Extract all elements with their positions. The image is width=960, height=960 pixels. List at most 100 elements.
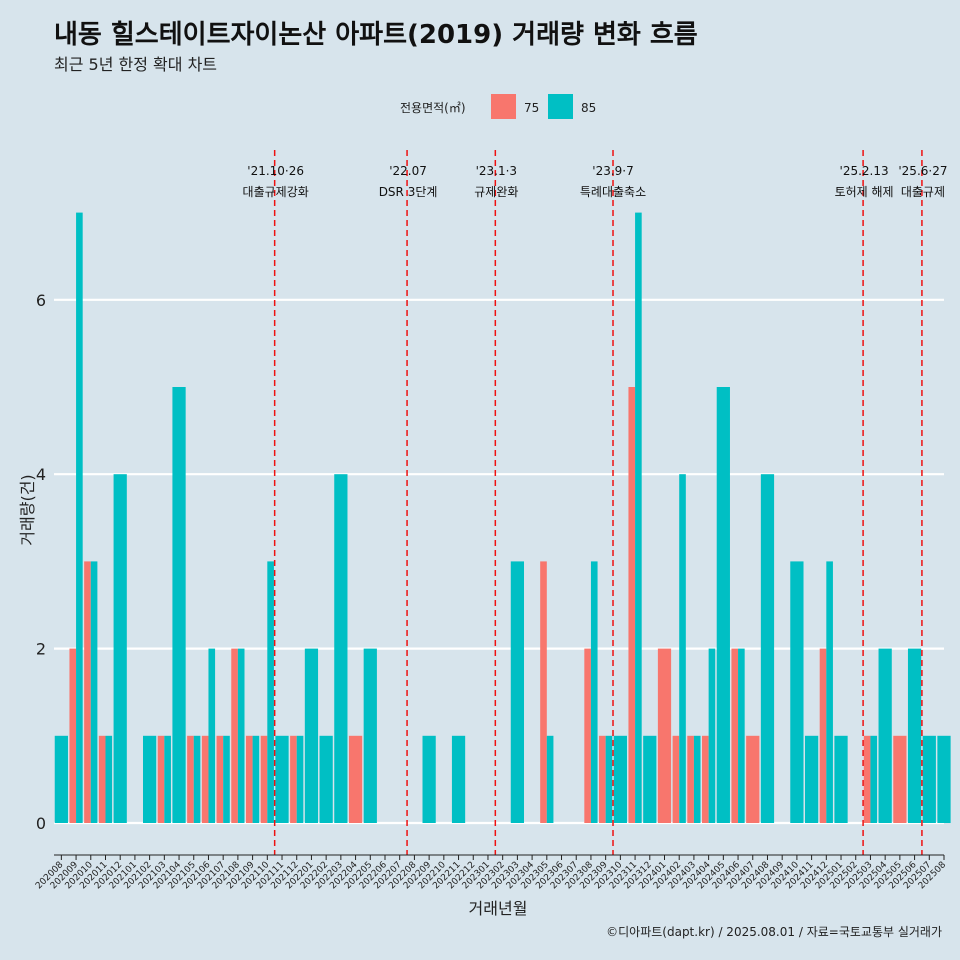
bar-85	[716, 387, 730, 823]
bar-75	[599, 735, 606, 823]
bar-75	[245, 735, 253, 823]
bar-85	[193, 735, 201, 823]
event-date: '21.10·26	[247, 164, 304, 178]
bar-85	[143, 735, 157, 823]
bar-75	[348, 735, 363, 823]
legend-swatch-85	[548, 94, 573, 119]
event-lines	[273, 150, 923, 855]
bar-85	[319, 735, 333, 823]
y-tick-label: 4	[36, 465, 46, 484]
bar-75	[540, 561, 547, 823]
bar-85	[113, 474, 127, 823]
event-label: 규제완화	[474, 185, 518, 199]
y-axis-title: 거래량(건)	[18, 474, 37, 545]
bar-85	[870, 735, 878, 823]
bar-85	[172, 387, 186, 823]
bar-85	[252, 735, 260, 823]
bar-85	[208, 648, 216, 823]
legend-label-85: 85	[581, 101, 596, 115]
legend: 전용면적(㎡) 75 85	[400, 94, 596, 119]
bars	[54, 212, 951, 824]
bar-75	[893, 735, 907, 823]
bar-85	[878, 648, 892, 823]
event-label: 토허제 해제	[835, 185, 894, 199]
bar-75	[702, 735, 709, 823]
bar-75	[201, 735, 209, 823]
bar-85	[76, 212, 83, 824]
bar-85	[546, 735, 554, 823]
bar-85	[267, 561, 274, 823]
event-date: '22.07	[389, 164, 427, 178]
bar-75	[260, 735, 268, 823]
event-date: '25.6·27	[898, 164, 947, 178]
bar-85	[907, 648, 922, 823]
bar-85	[922, 735, 936, 823]
bar-85	[105, 735, 113, 823]
bar-85	[275, 735, 289, 823]
y-axis: 0 2 4 6	[36, 291, 46, 833]
bar-85	[223, 735, 230, 823]
event-date: '23.9·7	[592, 164, 633, 178]
bar-75	[746, 735, 760, 823]
bar-85	[54, 735, 68, 823]
bar-85	[590, 561, 598, 823]
bar-75	[687, 735, 694, 823]
bar-75	[657, 648, 672, 823]
bar-85	[605, 735, 613, 823]
legend-title: 전용면적(㎡)	[400, 101, 466, 115]
bar-75	[819, 648, 827, 823]
event-date: '23.1·3	[476, 164, 517, 178]
event-label: 대출규제	[901, 185, 945, 199]
bar-85	[164, 735, 171, 823]
bar-75	[584, 648, 591, 823]
bar-85	[237, 648, 245, 823]
bar-85	[937, 735, 951, 823]
legend-swatch-75	[491, 94, 516, 119]
bar-75	[216, 735, 224, 823]
x-axis: 2020082020092020102020112020122021012021…	[34, 854, 948, 891]
bar-75	[731, 648, 739, 823]
event-label: 대출규제강화	[243, 185, 309, 199]
chart-title: 내동 힐스테이트자이논산 아파트(2019) 거래량 변화 흐름	[54, 20, 698, 50]
bar-85	[790, 561, 804, 823]
bar-75	[98, 735, 106, 823]
y-tick-label: 6	[36, 291, 46, 310]
y-tick-label: 0	[36, 814, 46, 833]
bar-85	[90, 561, 98, 823]
bar-85	[304, 648, 319, 823]
bar-85	[334, 474, 348, 823]
legend-label-75: 75	[524, 101, 539, 115]
x-axis-title: 거래년월	[469, 899, 528, 918]
event-annotations: '21.10·26 대출규제강화 '22.07 DSR 3단계 '23.1·3 규제완화 '…	[243, 164, 948, 199]
bar-85	[760, 474, 775, 823]
bar-85	[826, 561, 833, 823]
bar-85	[296, 735, 304, 823]
bar-85	[738, 648, 745, 823]
bar-85	[451, 735, 466, 823]
bar-75	[84, 561, 91, 823]
bar-85	[679, 474, 686, 823]
bar-85	[834, 735, 848, 823]
bar-75	[863, 735, 871, 823]
y-tick-label: 2	[36, 640, 46, 659]
bar-85	[613, 735, 627, 823]
bar-85	[804, 735, 819, 823]
bar-75	[290, 735, 297, 823]
bar-85	[363, 648, 377, 823]
bar-75	[157, 735, 165, 823]
bar-85	[643, 735, 657, 823]
bar-75	[672, 735, 680, 823]
bar-75	[628, 387, 636, 823]
bar-85	[635, 212, 642, 824]
chart-subtitle: 최근 5년 한정 확대 차트	[54, 55, 217, 74]
bar-85	[693, 735, 701, 823]
bar-75	[231, 648, 238, 823]
event-label: DSR 3단계	[379, 185, 438, 199]
event-date: '25.2.13	[840, 164, 889, 178]
bar-85	[510, 561, 525, 823]
bar-75	[187, 735, 194, 823]
bar-85	[708, 648, 716, 823]
bar-85	[422, 735, 436, 823]
